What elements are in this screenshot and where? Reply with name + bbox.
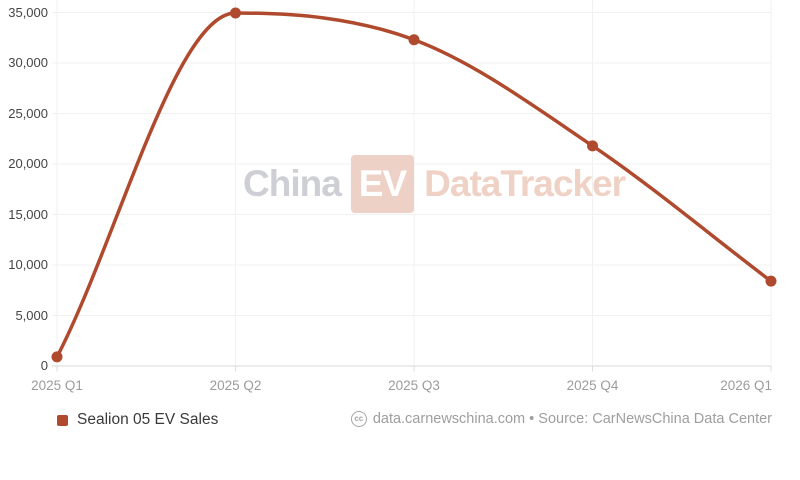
x-axis-tick-label: 2025 Q2: [209, 378, 262, 393]
x-axis-tick-label: 2025 Q3: [388, 378, 440, 393]
attribution-text: data.carnewschina.com • Source: CarNewsC…: [372, 411, 772, 427]
y-axis-tick-label: 5,000: [15, 307, 48, 323]
y-axis-tick-label: 0: [40, 358, 48, 373]
x-axis-tick-label: 2025 Q4: [566, 378, 619, 393]
y-axis-tick-label: 25,000: [8, 105, 48, 121]
creative-commons-icon: cc: [350, 411, 367, 427]
data-point[interactable]: [230, 7, 241, 19]
attribution: cc data.carnewschina.com • Source: CarNe…: [350, 408, 772, 430]
legend-marker: [57, 414, 68, 426]
data-point[interactable]: [587, 140, 598, 152]
data-point[interactable]: [51, 351, 63, 363]
x-axis-tick-label: 2025 Q1: [31, 378, 83, 393]
series-line: [55, 11, 773, 359]
data-point[interactable]: [408, 34, 420, 46]
data-point[interactable]: [765, 275, 777, 287]
legend: Sealion 05 EV Sales: [57, 409, 218, 431]
y-axis-tick-label: 10,000: [8, 257, 48, 272]
y-axis-tick-label: 20,000: [8, 156, 48, 171]
y-axis-tick-label: 15,000: [8, 206, 48, 222]
legend-label: Sealion 05 EV Sales: [77, 411, 219, 428]
x-axis-tick-label: 2026 Q1: [720, 378, 772, 393]
chart-canvas: [51, 0, 777, 372]
y-axis-tick-label: 30,000: [8, 55, 48, 70]
y-axis-tick-label: 35,000: [8, 4, 48, 20]
